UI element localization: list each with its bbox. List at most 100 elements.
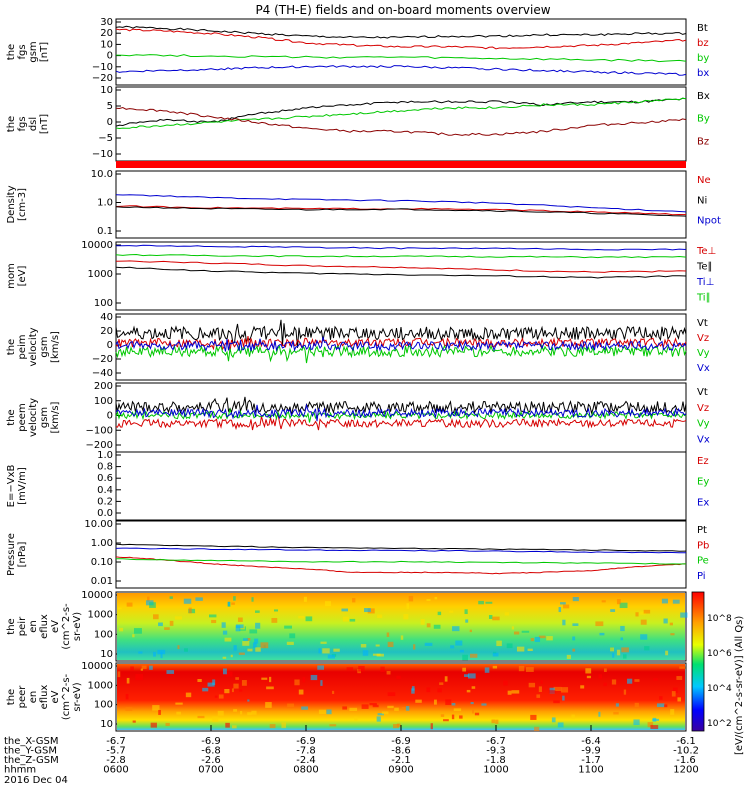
ytick-label: 200	[94, 381, 113, 392]
orbit-row-label: the_X-GSM	[4, 736, 58, 747]
ytick-label: 0	[107, 51, 113, 62]
spectrogram-cell	[669, 622, 673, 626]
spectrogram-cell	[676, 676, 683, 680]
series-pressure-Pe	[116, 558, 687, 565]
spectrogram-cell	[303, 596, 307, 602]
spectrogram-cell	[677, 697, 681, 702]
ylabel-line: the	[6, 409, 17, 425]
spectrogram-cell	[327, 654, 336, 659]
spectrogram-cell	[158, 622, 163, 627]
spectrogram-cell	[393, 724, 399, 729]
ytick-label: 0.01	[91, 576, 113, 587]
legend-temperature-1: Te∥	[696, 262, 713, 273]
legend-peem-velocity-3: Vx	[697, 434, 710, 445]
spectrogram-cell	[459, 715, 463, 719]
panel-efield: 1.00.80.60.40.20.0 E=−VxB [mV/m] Ez Ey Ex	[6, 450, 709, 521]
series-peim-velocity-Vz	[115, 336, 687, 352]
spectrogram-cell	[255, 622, 261, 629]
spectrogram-cell	[217, 710, 224, 716]
ylabel-line: the	[6, 689, 17, 705]
legend-peim-velocity-0: Vt	[697, 318, 708, 329]
ylabel: the peer en eflux eV (cm^2-s-sr-eV)	[6, 673, 83, 720]
panel-fgs-dsl: 10 5 0 −5 −10 the fgs dsl [nT] Bx By Bz	[6, 85, 710, 162]
ytick-label: 10000	[81, 661, 113, 672]
ytick-label: −100	[86, 425, 113, 436]
ytick-label: 20	[100, 326, 113, 337]
spectrogram-cell	[615, 703, 619, 707]
spectrogram-cell	[553, 686, 562, 692]
spectrogram-cell	[326, 709, 332, 715]
spectrogram-cell	[620, 637, 624, 641]
spectrogram-cell	[440, 714, 445, 717]
spectrogram-cell	[623, 654, 627, 659]
spectrogram-cell	[652, 717, 657, 722]
ytick-label: −20	[92, 354, 113, 365]
spectrogram-cell	[619, 602, 628, 609]
spectrogram-cell	[450, 645, 455, 649]
orbit-value: 0800	[293, 765, 318, 776]
spectrogram-cell	[572, 623, 579, 626]
ylabel-line: Pressure	[6, 533, 17, 576]
spectrogram-cell	[301, 706, 309, 710]
ylabel: the peem velocity gsm [km/s]	[6, 398, 61, 437]
spectrogram-cell	[269, 676, 272, 683]
chart-title: P4 (TH-E) fields and on-board moments ov…	[255, 3, 550, 17]
orbit-value: -2.6	[201, 755, 221, 766]
spectrogram-cell	[247, 699, 250, 702]
legend-temperature-2: Ti⊥	[696, 277, 714, 288]
spectrogram-cell	[166, 670, 175, 674]
ytick-label: 1000	[88, 269, 113, 280]
spectrogram-cell	[318, 709, 327, 714]
spectrogram-cell	[247, 648, 253, 652]
spectrogram-cell	[612, 653, 615, 658]
ytick-label: 20	[100, 28, 113, 39]
spectrogram-cell	[260, 642, 269, 649]
spectrogram-cell	[455, 640, 463, 646]
ylabel-line: fgs	[17, 116, 28, 131]
orbit-value: -1.8	[486, 755, 506, 766]
ytick-label: 10.00	[84, 519, 113, 530]
spectrogram-cell	[132, 720, 136, 723]
orbit-row-label: the_Y-GSM	[4, 746, 57, 757]
series-peem-velocity-Vz	[115, 412, 687, 431]
spectrogram-cell	[265, 702, 272, 708]
ytick-label: 100	[94, 700, 113, 711]
spectrogram-cell	[443, 719, 449, 722]
spectrogram-cell	[387, 692, 396, 697]
colorbar-tick: 10^4	[707, 684, 732, 694]
spectrogram-cell	[540, 680, 543, 684]
spectrogram-cell	[472, 709, 475, 714]
spectrogram-cell	[286, 641, 294, 645]
spectrogram-cell	[211, 619, 217, 624]
spectrogram-cell	[530, 714, 537, 720]
ylabel-line: [nPa]	[17, 541, 28, 567]
ylabel: Density [cm-3]	[6, 185, 28, 223]
spectrogram-cell	[665, 650, 669, 656]
spectrogram-cell	[462, 654, 468, 661]
spectrogram-cell	[468, 673, 476, 679]
spectrogram-cell	[231, 602, 235, 605]
spectrogram-cell	[647, 722, 654, 728]
legend-density-1: Ni	[697, 195, 707, 206]
spectrogram-cell	[444, 676, 448, 682]
spectrogram-cell	[289, 633, 296, 639]
orbit-value: -1.6	[676, 755, 696, 766]
spectrogram-cell	[169, 620, 174, 626]
orbit-value: 1200	[673, 765, 698, 776]
spectrogram-cell	[478, 600, 484, 605]
spectrogram-cell	[287, 703, 295, 707]
ytick-label: 10000	[81, 240, 113, 251]
spectrogram-cell	[364, 608, 371, 613]
spectrogram-cell	[571, 714, 575, 720]
spectrogram-cell	[354, 716, 358, 721]
spectrogram-cell	[207, 682, 215, 687]
spectrogram-cell	[386, 632, 390, 637]
spectrogram-cell	[281, 722, 287, 728]
spectrogram-cell	[246, 637, 251, 641]
spectrogram-cell	[380, 666, 385, 673]
spectrogram-cell	[117, 671, 121, 678]
ylabel-line: eV	[50, 620, 61, 633]
spectrogram-cell	[434, 596, 438, 600]
panel-peem-velocity: 200 100 0 −100 −200 the peem velocity gsm [km/s] V…	[6, 381, 710, 453]
